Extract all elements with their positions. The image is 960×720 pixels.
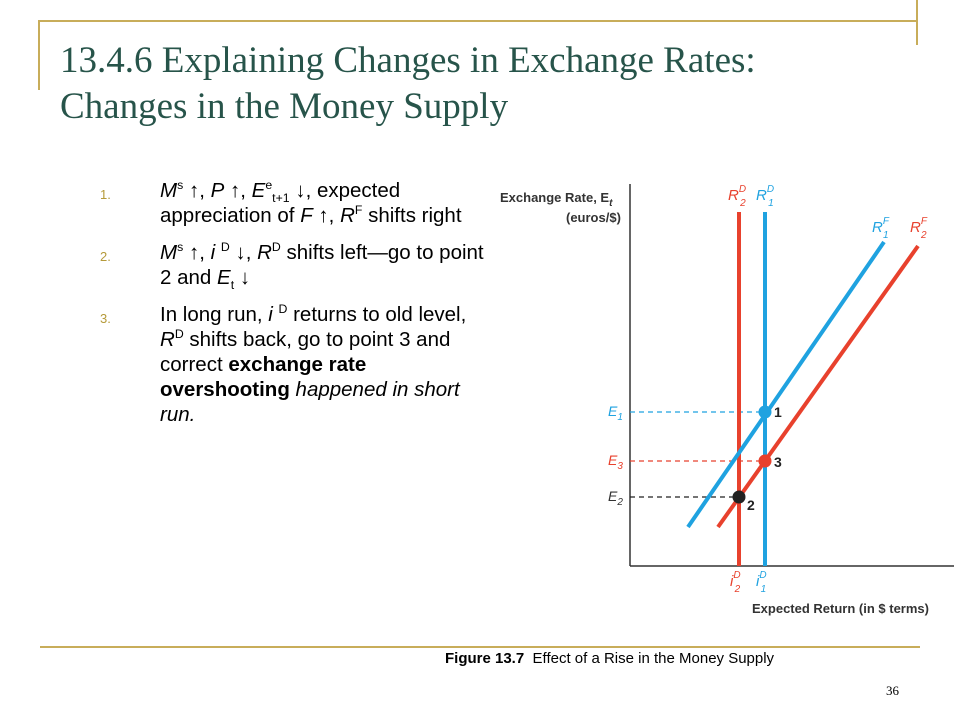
frame-top-rule — [38, 20, 918, 22]
sup-text: D — [174, 327, 184, 342]
e2-label: E2 — [608, 488, 623, 508]
separator: , — [199, 179, 211, 202]
separator: , — [240, 179, 252, 202]
down-arrow-icon: ↓ — [235, 241, 246, 264]
up-arrow-icon: ↑ — [188, 179, 200, 202]
list-item: 1. Ms ↑, P ↑, Eet+1 ↓, expected apprecia… — [100, 178, 490, 228]
figure-number: Figure 13.7 — [445, 650, 525, 667]
sup-text: s — [177, 178, 184, 193]
down-arrow-icon: ↓ — [239, 266, 251, 289]
up-arrow-icon: ↑ — [318, 204, 329, 227]
sup-text: D — [278, 302, 288, 317]
up-arrow-icon: ↑ — [229, 179, 241, 202]
page-number: 36 — [886, 683, 899, 698]
separator: , — [305, 179, 312, 202]
id2-label: iD 2 — [730, 570, 741, 595]
point-2-label: 2 — [747, 497, 755, 513]
separator: , — [199, 241, 211, 264]
rf1-line — [686, 240, 886, 529]
sup-text: s — [177, 240, 184, 255]
separator: , — [245, 241, 258, 264]
expected-rate-symbol: E — [251, 179, 266, 202]
slide-title: 13.4.6 Explaining Changes in Exchange Ra… — [60, 38, 920, 130]
rd1-label: RD 1 — [756, 184, 774, 209]
figure-text: Effect of a Rise in the Money Supply — [524, 650, 775, 667]
rf-symbol: R — [340, 204, 355, 227]
item-number: 1. — [100, 187, 111, 202]
x-axis-label: Expected Return (in $ terms) — [752, 601, 929, 616]
money-supply-symbol: M — [160, 241, 178, 264]
item-text: shifts right — [362, 204, 462, 227]
title-line-2: Changes in the Money Supply — [60, 86, 509, 127]
figure-caption: Figure 13.7 Effect of a Rise in the Mone… — [445, 650, 774, 667]
rf2-line — [716, 244, 920, 529]
exchange-rate-symbol: E — [217, 266, 231, 289]
point-1 — [758, 405, 772, 419]
price-symbol: P — [210, 179, 225, 202]
item-text: In long run, — [160, 303, 269, 326]
item-text: returns to old level, — [287, 303, 467, 326]
e1-label: E1 — [608, 403, 623, 423]
sub-text: t+1 — [272, 191, 290, 206]
interest-symbol: i — [210, 241, 221, 264]
item-text: expected appreciation of — [160, 179, 401, 227]
bullet-list: 1. Ms ↑, P ↑, Eet+1 ↓, expected apprecia… — [100, 178, 490, 439]
rf1-label: RF 1 — [872, 216, 890, 241]
point-1-label: 1 — [774, 404, 782, 420]
e3-label: E3 — [608, 452, 623, 472]
rf2-label: RF 2 — [910, 216, 928, 241]
id1-label: iD 1 — [756, 570, 767, 595]
sup-text: D — [220, 240, 230, 255]
sup-text: F — [354, 203, 363, 218]
money-supply-symbol: M — [160, 179, 178, 202]
up-arrow-icon: ↑ — [188, 241, 200, 264]
exchange-rate-diagram: Exchange Rate, Et (euros/$) Expected Ret… — [500, 184, 954, 616]
title-line-1: 13.4.6 Explaining Changes in Exchange Ra… — [60, 40, 756, 81]
interest-symbol: i — [268, 303, 279, 326]
sub-text: t — [230, 278, 235, 293]
down-arrow-icon: ↓ — [295, 179, 306, 202]
bold-text: exchange rate overshooting — [160, 353, 367, 401]
rd2-label: RD 2 — [728, 184, 746, 209]
y-axis-unit-label: (euros/$) — [566, 210, 621, 225]
sup-text: D — [271, 240, 281, 255]
item-text: shifts back, go to point 3 and correct — [160, 328, 451, 376]
item-number: 3. — [100, 311, 111, 326]
y-axis-label: Exchange Rate, Et — [500, 190, 613, 209]
point-3 — [758, 454, 772, 468]
rd-symbol: R — [160, 328, 175, 351]
foreign-symbol: F — [300, 204, 313, 227]
item-text: shifts left—go to point 2 and — [160, 241, 484, 289]
italic-text: happened in short run. — [160, 378, 460, 426]
list-item: 2. Ms ↑, i D ↓, RD shifts left—go to poi… — [100, 240, 490, 293]
item-number: 2. — [100, 249, 111, 264]
sup-text: e — [265, 178, 273, 193]
frame-right-rule — [916, 0, 918, 45]
footer-rule — [40, 646, 920, 648]
frame-left-rule — [38, 20, 40, 90]
separator: , — [328, 204, 341, 227]
rd-symbol: R — [257, 241, 272, 264]
point-3-label: 3 — [774, 454, 782, 470]
point-2 — [732, 490, 746, 504]
list-item: 3. In long run, i D returns to old level… — [100, 302, 490, 427]
